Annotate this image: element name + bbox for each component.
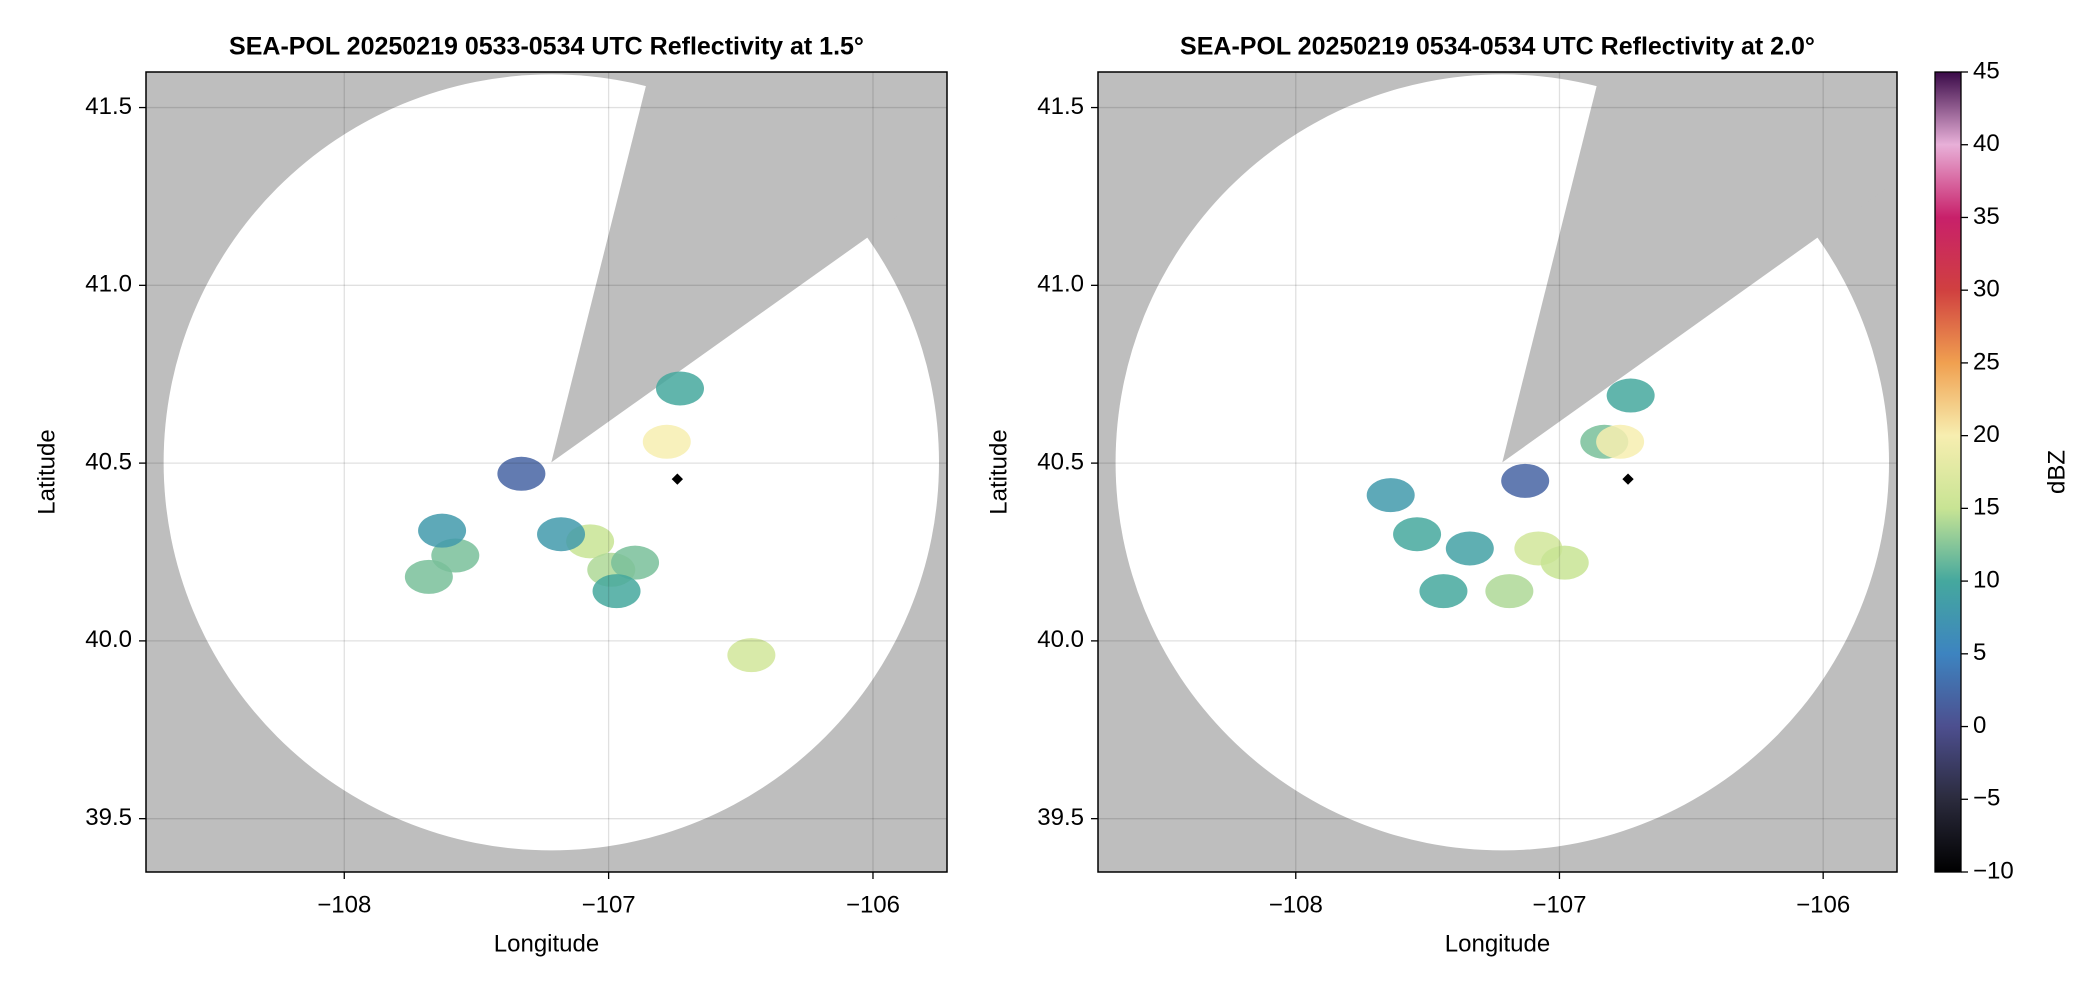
- reflectivity-cell: [1419, 574, 1468, 609]
- colorbar-tick-label: 40: [1973, 130, 2000, 157]
- reflectivity-cell: [1596, 424, 1645, 459]
- x-tick-label: −106: [1796, 891, 1850, 918]
- colorbar-tick-label: −10: [1973, 857, 2014, 884]
- y-tick-label: 40.0: [1037, 626, 1084, 653]
- plot-area: [146, 72, 947, 872]
- y-tick-label: 39.5: [1037, 804, 1084, 831]
- reflectivity-cell: [592, 574, 641, 609]
- chart-title: SEA-POL 20250219 0534-0534 UTC Reflectiv…: [1180, 33, 1815, 61]
- reflectivity-cell: [611, 545, 660, 580]
- x-axis-label: Longitude: [1445, 930, 1550, 957]
- blocked-sector: [551, 72, 947, 463]
- y-tick-label: 40.5: [1037, 448, 1084, 475]
- colorbar-tick-label: −5: [1973, 785, 2000, 812]
- y-tick-label: 40.0: [85, 626, 132, 653]
- y-tick-label: 41.5: [1037, 93, 1084, 120]
- y-tick-label: 39.5: [85, 804, 132, 831]
- reflectivity-cell: [1540, 545, 1589, 580]
- y-tick-label: 41.5: [85, 93, 132, 120]
- x-tick-label: −107: [1532, 891, 1586, 918]
- colorbar-tick-label: 20: [1973, 421, 2000, 448]
- reflectivity-cell: [404, 559, 453, 594]
- colorbar-tick-label: 30: [1973, 276, 2000, 303]
- radar-marker: [671, 473, 684, 485]
- x-tick-label: −108: [317, 891, 371, 918]
- colorbar: [1934, 71, 1962, 873]
- colorbar-tick-label: 35: [1973, 203, 2000, 230]
- plot-area: [1098, 72, 1897, 872]
- colorbar-label: dBZ: [2043, 450, 2070, 494]
- reflectivity-cell: [1501, 463, 1550, 498]
- reflectivity-cell: [1606, 378, 1655, 413]
- plot-frame: [1097, 71, 1898, 873]
- y-axis-label: Latitude: [33, 429, 60, 514]
- reflectivity-cell: [656, 371, 704, 406]
- blocked-sector: [1502, 72, 1897, 463]
- colorbar-tick-label: 0: [1973, 712, 1986, 739]
- reflectivity-cell: [727, 638, 776, 673]
- radar-marker: [1622, 473, 1634, 485]
- reflectivity-cell: [642, 424, 691, 459]
- colorbar-tick-label: 45: [1973, 57, 2000, 84]
- x-tick-label: −108: [1269, 891, 1323, 918]
- y-axis-label: Latitude: [985, 429, 1012, 514]
- reflectivity-cell: [1485, 574, 1534, 609]
- colorbar-tick-label: 15: [1973, 494, 2000, 521]
- x-tick-label: −106: [846, 891, 900, 918]
- reflectivity-cell: [1445, 531, 1494, 566]
- y-tick-label: 41.0: [1037, 271, 1084, 298]
- reflectivity-cell: [1366, 478, 1415, 513]
- reflectivity-cell: [497, 456, 546, 491]
- y-tick-label: 41.0: [85, 271, 132, 298]
- x-tick-label: −107: [582, 891, 636, 918]
- colorbar-tick-label: 25: [1973, 348, 2000, 375]
- colorbar-tick-label: 10: [1973, 566, 2000, 593]
- colorbar-tick-label: 5: [1973, 639, 1986, 666]
- y-tick-label: 40.5: [85, 448, 132, 475]
- chart-title: SEA-POL 20250219 0533-0534 UTC Reflectiv…: [229, 33, 864, 61]
- reflectivity-cell: [1393, 517, 1442, 552]
- plot-frame: [145, 71, 948, 873]
- x-axis-label: Longitude: [494, 930, 599, 957]
- reflectivity-cell: [537, 517, 586, 552]
- reflectivity-cell: [418, 513, 467, 548]
